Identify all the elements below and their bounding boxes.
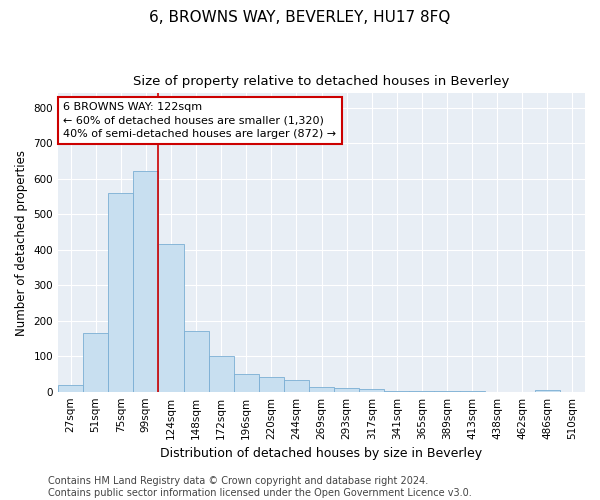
Bar — [58, 386, 83, 392]
Bar — [409, 391, 434, 392]
Title: Size of property relative to detached houses in Beverley: Size of property relative to detached ho… — [133, 75, 510, 88]
Bar — [259, 378, 284, 392]
Y-axis label: Number of detached properties: Number of detached properties — [15, 150, 28, 336]
Bar — [184, 332, 209, 392]
Text: Contains HM Land Registry data © Crown copyright and database right 2024.
Contai: Contains HM Land Registry data © Crown c… — [48, 476, 472, 498]
Bar — [133, 172, 158, 392]
Bar — [535, 390, 560, 392]
Bar — [359, 389, 384, 392]
Bar — [83, 333, 108, 392]
Bar — [209, 356, 233, 392]
Text: 6, BROWNS WAY, BEVERLEY, HU17 8FQ: 6, BROWNS WAY, BEVERLEY, HU17 8FQ — [149, 10, 451, 25]
Bar — [284, 380, 309, 392]
Text: 6 BROWNS WAY: 122sqm
← 60% of detached houses are smaller (1,320)
40% of semi-de: 6 BROWNS WAY: 122sqm ← 60% of detached h… — [64, 102, 337, 139]
Bar — [158, 244, 184, 392]
Bar — [309, 387, 334, 392]
X-axis label: Distribution of detached houses by size in Beverley: Distribution of detached houses by size … — [160, 447, 482, 460]
Bar — [384, 391, 409, 392]
Bar — [334, 388, 359, 392]
Bar — [233, 374, 259, 392]
Bar — [434, 391, 460, 392]
Bar — [108, 193, 133, 392]
